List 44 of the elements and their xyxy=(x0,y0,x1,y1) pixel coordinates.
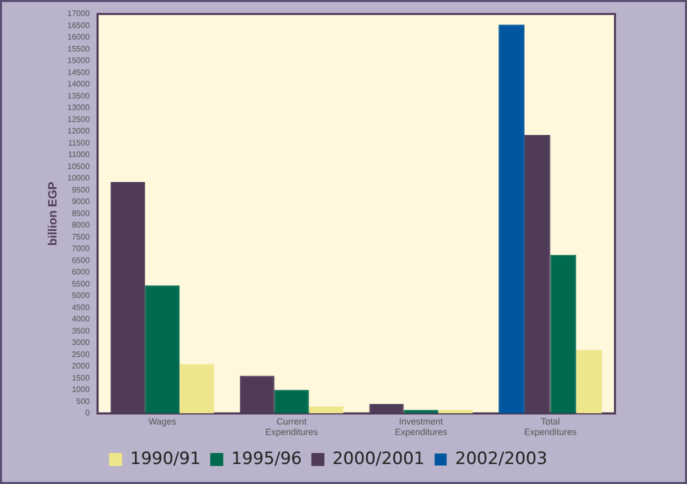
y-tick-label: 6500 xyxy=(72,256,90,265)
y-tick-label: 13000 xyxy=(67,103,90,112)
y-tick-label: 17000 xyxy=(67,9,90,18)
y-tick-label: 3500 xyxy=(72,326,90,336)
x-tick-label: Wages xyxy=(148,416,177,426)
legend-label: 2002/2003 xyxy=(455,448,548,469)
y-tick-label: 0 xyxy=(85,408,90,418)
y-tick-label: 9000 xyxy=(72,197,90,206)
y-tick-label: 2000 xyxy=(72,362,90,371)
y-tick-label: 10000 xyxy=(67,174,90,183)
y-tick-label: 2500 xyxy=(72,350,90,359)
y-tick-label: 6000 xyxy=(72,268,90,277)
x-tick-label: Total Expenditures xyxy=(524,416,578,438)
y-tick-label: 4000 xyxy=(72,314,90,324)
y-tick-label: 4500 xyxy=(72,302,90,312)
y-tick-label: 16000 xyxy=(67,32,90,42)
y-tick-label: 7000 xyxy=(72,244,90,254)
y-tick-label: 8000 xyxy=(72,220,90,230)
y-tick-label: 9500 xyxy=(72,185,90,194)
legend-label: 1995/96 xyxy=(231,448,302,469)
y-tick-label: 500 xyxy=(76,396,90,406)
legend-label: 1990/91 xyxy=(130,448,201,469)
y-tick-label: 12500 xyxy=(67,114,90,124)
y-tick-label: 15500 xyxy=(67,44,90,54)
x-tick-label: Investment Expenditures xyxy=(394,416,448,438)
y-tick-label: 5000 xyxy=(72,291,90,300)
y-tick-label: 12000 xyxy=(67,126,90,136)
y-tick-label: 14000 xyxy=(67,80,90,89)
legend-label: 2000/2001 xyxy=(332,448,425,469)
y-tick-label: 1000 xyxy=(72,385,90,394)
y-tick-label: 16500 xyxy=(67,20,90,30)
y-tick-label: 11500 xyxy=(68,138,90,148)
x-tick-label: Current Expenditures xyxy=(265,416,318,438)
y-tick-label: 1500 xyxy=(72,373,90,382)
y-tick-label: 15000 xyxy=(67,56,90,66)
y-tick-label: 7500 xyxy=(72,232,90,242)
y-tick-label: 8500 xyxy=(72,208,90,218)
y-tick-label: 5500 xyxy=(72,279,90,288)
y-axis-title: billion EGP xyxy=(46,182,60,246)
y-tick-label: 13500 xyxy=(67,91,90,100)
y-tick-label: 3000 xyxy=(72,338,90,348)
y-tick-label: 14500 xyxy=(67,68,90,77)
y-tick-label: 10500 xyxy=(67,162,90,171)
y-tick-label: 11000 xyxy=(68,150,90,160)
